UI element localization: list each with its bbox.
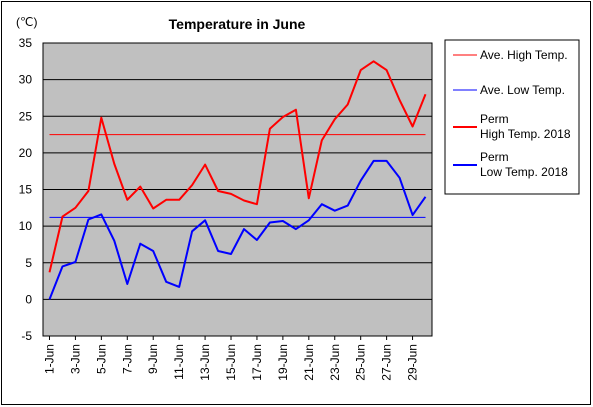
y-tick-label: 20 xyxy=(19,146,33,160)
legend-label: Ave. Low Temp. xyxy=(480,83,565,97)
x-tick-label: 5-Jun xyxy=(94,344,108,374)
y-tick-label: 5 xyxy=(25,256,32,270)
y-tick-label: -5 xyxy=(21,329,32,343)
y-axis-ticks: 35 30 25 20 15 10 5 0 -5 xyxy=(19,36,33,343)
x-tick-label: 1-Jun xyxy=(42,344,56,374)
x-tick-label: 15-Jun xyxy=(224,344,238,381)
chart-title: Temperature in June xyxy=(169,16,306,32)
y-tick-label: 30 xyxy=(19,73,33,87)
x-tick-label: 23-Jun xyxy=(328,344,342,381)
x-tick-label: 29-Jun xyxy=(406,344,420,381)
y-tick-label: 0 xyxy=(25,292,32,306)
series-lines xyxy=(48,60,427,300)
y-tick-label: 10 xyxy=(19,219,33,233)
x-tick-label: 25-Jun xyxy=(354,344,368,381)
x-tick-label: 11-Jun xyxy=(172,344,186,380)
legend-label: Ave. High Temp. xyxy=(480,48,568,62)
x-tick-label: 17-Jun xyxy=(250,344,264,381)
x-tick-label: 7-Jun xyxy=(120,344,134,374)
x-tick-label: 19-Jun xyxy=(276,344,290,381)
series-line-perm-low-temp-2018 xyxy=(48,159,427,300)
x-tick-label: 9-Jun xyxy=(146,344,160,374)
x-tick-label: 21-Jun xyxy=(302,344,316,381)
y-tick-label: 15 xyxy=(19,183,33,197)
legend-label: Perm Low Temp. 2018 xyxy=(480,150,568,179)
legend xyxy=(444,39,580,195)
y-tick-label: 35 xyxy=(19,36,33,50)
legend-entries: Ave. High Temp. Ave. Low Temp. Perm High Te… xyxy=(453,48,571,179)
y-tick-label: 25 xyxy=(19,109,33,123)
x-tick-label: 13-Jun xyxy=(198,344,212,381)
x-tick-label: 27-Jun xyxy=(380,344,394,381)
x-axis-ticks: 1-Jun 3-Jun 5-Jun 7-Jun 9-Jun 11-Jun 13-Jun 15-… xyxy=(42,336,420,381)
x-tick-label: 3-Jun xyxy=(68,344,82,374)
series-line-perm-high-temp-2018 xyxy=(48,60,427,273)
y-axis-unit-label: (℃) xyxy=(16,15,37,29)
legend-label: Perm High Temp. 2018 xyxy=(480,112,571,141)
